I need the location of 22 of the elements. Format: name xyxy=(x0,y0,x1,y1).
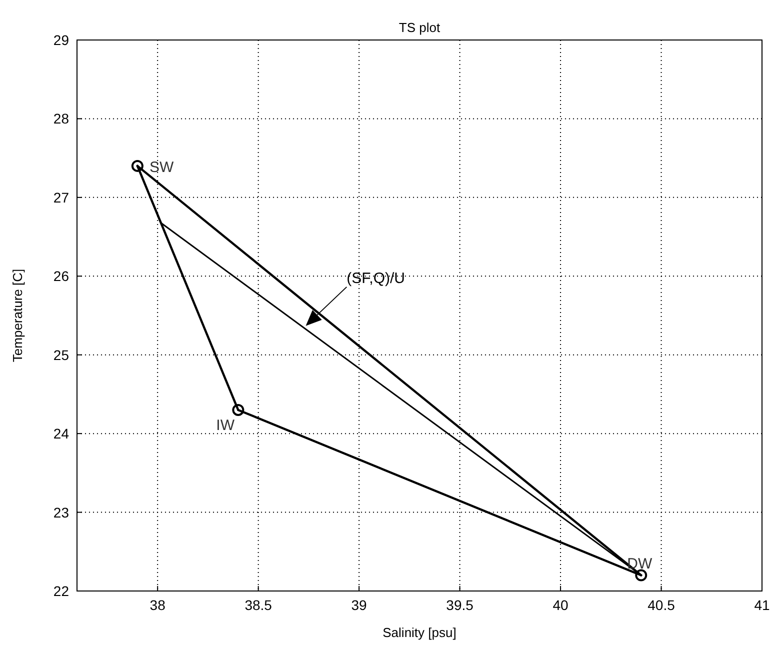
x-tick-label: 40 xyxy=(552,597,569,613)
y-tick-label: 24 xyxy=(53,426,70,442)
x-tick-label: 39 xyxy=(351,597,368,613)
x-tick-label: 41 xyxy=(754,597,770,613)
x-tick-label: 38.5 xyxy=(244,597,272,613)
y-tick-label: 25 xyxy=(53,346,70,363)
annotation: (SF,Q)/U xyxy=(346,270,406,287)
x-tick-label: 38 xyxy=(150,597,166,613)
x-tick-label: 40.5 xyxy=(648,597,676,613)
chart-title: TS plot xyxy=(398,20,440,35)
y-tick-label: 27 xyxy=(53,189,70,206)
x-tick-label: 39.5 xyxy=(446,597,474,613)
annotation: SW xyxy=(149,158,174,176)
y-tick-label: 22 xyxy=(53,583,70,599)
x-axis-title: Salinity [psu] xyxy=(382,625,456,640)
y-tick-label: 28 xyxy=(53,110,70,127)
y-tick-label: 26 xyxy=(53,268,70,284)
y-tick-label: 29 xyxy=(53,32,70,48)
annotation: IW xyxy=(216,416,236,434)
y-axis-title: Temperature [C] xyxy=(10,268,25,362)
annotation: DW xyxy=(627,555,653,572)
y-tick-label: 23 xyxy=(53,504,70,520)
